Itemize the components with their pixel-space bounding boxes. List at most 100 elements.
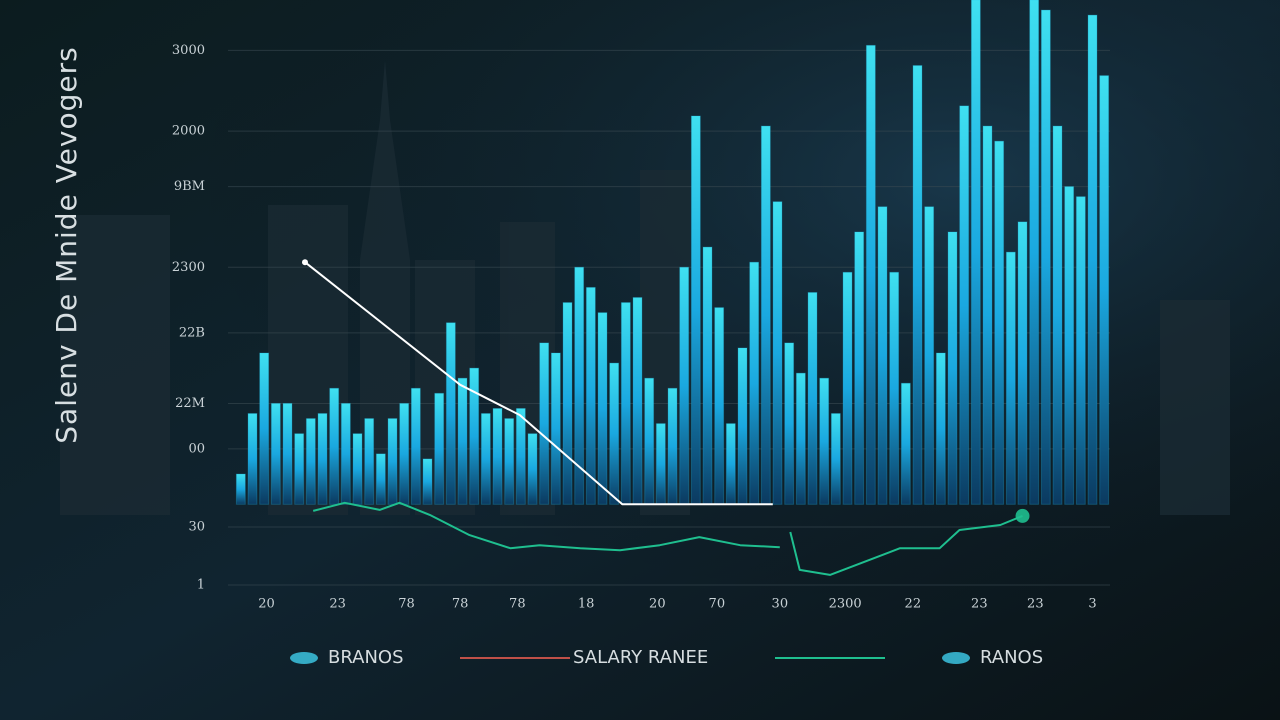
y-tick-label: 9BM: [174, 179, 205, 194]
x-tick-label: 20: [649, 597, 666, 612]
line: [304, 261, 773, 506]
bar: [317, 413, 328, 505]
x-tick-label: 18: [578, 597, 595, 612]
line: [312, 501, 1023, 576]
bar: [632, 297, 643, 505]
bar: [270, 402, 281, 505]
bar: [282, 402, 293, 505]
bar: [795, 372, 806, 505]
x-tick-label: 30: [772, 597, 789, 612]
bar: [959, 105, 970, 505]
bar: [329, 387, 340, 505]
bar: [504, 418, 515, 505]
bar: [294, 433, 305, 505]
bar: [434, 392, 445, 505]
line-end-dot: [1015, 508, 1030, 523]
bar: [877, 206, 888, 505]
bar: [375, 453, 386, 505]
bar: [819, 377, 830, 505]
bar: [807, 292, 818, 505]
bar: [737, 347, 748, 505]
line-start-dot: [302, 259, 308, 266]
x-tick-label: 2300: [829, 597, 862, 612]
bar: [714, 307, 725, 505]
bar: [842, 271, 853, 505]
x-tick-label: 70: [709, 597, 726, 612]
bar: [550, 352, 561, 505]
bar: [924, 206, 935, 505]
bar: [364, 418, 375, 505]
bar: [247, 413, 258, 505]
bar: [387, 418, 398, 505]
y-tick-label: 2000: [172, 124, 205, 139]
bar: [445, 322, 456, 505]
bar: [935, 352, 946, 505]
bar: [679, 266, 690, 505]
x-tick-label: 3: [1088, 597, 1096, 612]
bar: [480, 413, 491, 505]
bar: [702, 246, 713, 505]
bar: [620, 302, 631, 505]
bar: [947, 231, 958, 505]
bar: [854, 231, 865, 505]
x-tick-label: 78: [452, 597, 469, 612]
bar: [865, 44, 876, 505]
bar: [597, 312, 608, 505]
bar: [667, 387, 678, 505]
bar: [644, 377, 655, 505]
bar: [585, 286, 596, 505]
bar: [1040, 9, 1051, 505]
bar: [994, 140, 1005, 505]
bar: [900, 382, 911, 505]
bar: [527, 433, 538, 505]
y-tick-label: 22M: [175, 396, 205, 411]
bar: [1075, 196, 1086, 505]
x-tick-label: 20: [258, 597, 275, 612]
x-tick-label: 78: [509, 597, 526, 612]
bar: [655, 423, 666, 505]
bar: [1052, 125, 1063, 505]
y-tick-label: 00: [188, 441, 205, 456]
y-tick-label: 22B: [179, 325, 205, 340]
x-tick-label: 23: [971, 597, 988, 612]
bar: [422, 458, 433, 505]
bar: [690, 115, 701, 505]
x-tick-label: 23: [1027, 597, 1044, 612]
bar: [1005, 251, 1016, 505]
bar: [410, 387, 421, 505]
bar: [492, 407, 503, 505]
bar: [912, 65, 923, 505]
bar: [970, 0, 981, 505]
legend-label: RANOS: [980, 647, 1043, 668]
legend-label: BRANOS: [328, 647, 404, 668]
bar: [784, 342, 795, 505]
bar: [1029, 0, 1040, 505]
bar: [749, 261, 760, 505]
bar: [772, 201, 783, 505]
bar: [469, 367, 480, 505]
bar: [305, 418, 316, 505]
bar: [760, 125, 771, 505]
x-tick-label: 78: [398, 597, 415, 612]
bar: [515, 407, 526, 505]
bar: [352, 433, 363, 505]
bar: [539, 342, 550, 505]
legend-label: SALARY RANEE: [573, 647, 708, 668]
bar: [457, 377, 468, 505]
y-tick-label: 3000: [172, 43, 205, 58]
bar: [889, 271, 900, 505]
bar: [399, 402, 410, 505]
y-tick-label: 1: [197, 578, 205, 593]
y-tick-label: 2300: [172, 260, 205, 275]
bars: [235, 0, 1110, 505]
bar: [259, 352, 270, 505]
legend-marker: [290, 652, 318, 664]
y-axis-title: Salenv De Mnide Vevogers: [50, 46, 83, 443]
bar: [982, 125, 993, 505]
bar: [1099, 75, 1110, 505]
bar: [562, 302, 573, 505]
bar: [235, 473, 246, 505]
bar: [340, 402, 351, 505]
bar: [609, 362, 620, 505]
